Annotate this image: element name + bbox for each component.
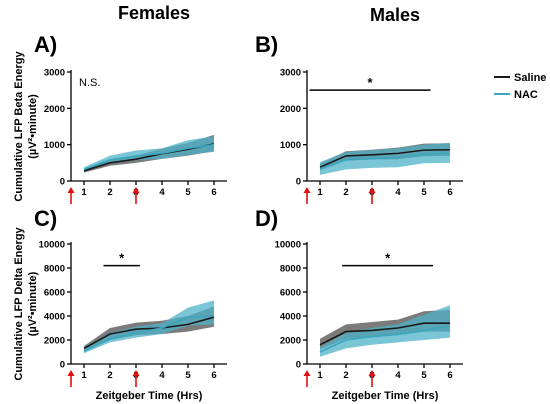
y-tick-label: 2000 (44, 104, 65, 115)
x-tick-label: 6 (447, 370, 452, 381)
error-band-nac (320, 305, 450, 357)
x-tick-label: 4 (395, 370, 401, 381)
y-tick-label: 4000 (44, 312, 65, 323)
chart-panels: A)Cumulative LFP Beta Energy (µV²•minute)… (13, 32, 463, 402)
panel-b: B)0100020003000123456* (255, 32, 463, 204)
y-tick-label: 10000 (275, 240, 301, 251)
series-line-nac (319, 152, 451, 170)
significance-star: * (368, 75, 374, 90)
x-tick-label: 2 (107, 187, 112, 198)
significance-star: * (119, 251, 125, 266)
error-band-nac (84, 300, 214, 354)
legend-label-nac: NAC (514, 89, 538, 101)
y-tick-label: 1000 (280, 140, 301, 151)
y-tick-label: 8000 (280, 264, 301, 275)
y-tick-label: 2000 (44, 336, 65, 347)
y-tick-label: 2000 (280, 336, 301, 347)
injection-arrow-icon (67, 187, 75, 204)
series-line-nac (319, 324, 451, 353)
y-axis-unit: (µV²•minute) (27, 94, 39, 159)
x-tick-label: 1 (81, 370, 87, 381)
x-tick-label: 5 (421, 187, 427, 198)
y-tick-label: 6000 (44, 288, 65, 299)
panel-c: C) Cumulative LFP Delta Energy (µV²•minute… (13, 206, 227, 402)
panel-label: D) (255, 206, 278, 231)
panel-a: A) Cumulative LFP Beta Energy (µV²•minute)… (13, 32, 227, 204)
injection-arrow-icon (132, 187, 140, 204)
x-tick-label: 2 (343, 187, 348, 198)
column-header-males: Males (370, 5, 420, 25)
series-line-saline (319, 148, 451, 168)
x-tick-label: 4 (395, 187, 401, 198)
x-tick-label: 2 (107, 370, 112, 381)
x-tick-label: 4 (159, 187, 165, 198)
y-tick-label: 6000 (280, 288, 301, 299)
injection-arrow-icon (368, 187, 376, 204)
panel-label: C) (34, 206, 57, 231)
injection-arrow-icon (67, 370, 75, 387)
y-axis-unit: (µV²•minute) (27, 271, 39, 336)
injection-arrow-icon (303, 187, 311, 204)
x-tick-label: 4 (159, 370, 165, 381)
injection-arrow-icon (303, 370, 311, 387)
series-line-saline (83, 316, 215, 350)
panel-d: D)0200040006000800010000123456Zeitgeber … (255, 206, 463, 402)
injection-arrow-icon (132, 370, 140, 387)
panel-label: A) (34, 32, 57, 57)
x-axis-label: Zeitgeber Time (Hrs) (96, 390, 203, 402)
column-header-females: Females (118, 3, 190, 23)
significance-star: * (385, 251, 391, 266)
x-tick-label: 6 (211, 370, 216, 381)
y-tick-label: 4000 (280, 312, 301, 323)
series-line-nac (83, 143, 215, 171)
y-tick-label: 0 (60, 177, 65, 188)
y-tick-label: 3000 (44, 68, 65, 79)
y-tick-label: 0 (296, 177, 301, 188)
y-tick-label: 0 (60, 360, 65, 371)
x-tick-label: 2 (343, 370, 348, 381)
series-line-saline (319, 322, 450, 346)
x-tick-label: 5 (185, 370, 191, 381)
y-tick-label: 10000 (39, 240, 65, 251)
legend-label-saline: Saline (514, 72, 546, 84)
series-line-nac (83, 315, 215, 352)
x-axis-label: Zeitgeber Time (Hrs) (332, 390, 439, 402)
x-tick-label: 5 (185, 187, 191, 198)
x-tick-label: 1 (81, 187, 87, 198)
y-axis-label: Cumulative LFP Beta Energy (13, 51, 25, 202)
x-tick-label: 6 (211, 187, 216, 198)
y-tick-label: 2000 (280, 104, 301, 115)
y-tick-label: 3000 (280, 68, 301, 79)
panel-label: B) (255, 32, 278, 57)
y-axis-label: Cumulative LFP Delta Energy (13, 227, 25, 381)
annotation-ns: N.S. (79, 77, 100, 89)
x-tick-label: 6 (447, 187, 452, 198)
x-tick-label: 1 (317, 187, 323, 198)
legend: Saline NAC (494, 72, 546, 101)
injection-arrow-icon (368, 370, 376, 387)
y-tick-label: 1000 (44, 140, 65, 151)
x-tick-label: 1 (317, 370, 323, 381)
y-tick-label: 8000 (44, 264, 65, 275)
x-tick-label: 5 (421, 370, 427, 381)
y-tick-label: 0 (296, 360, 301, 371)
